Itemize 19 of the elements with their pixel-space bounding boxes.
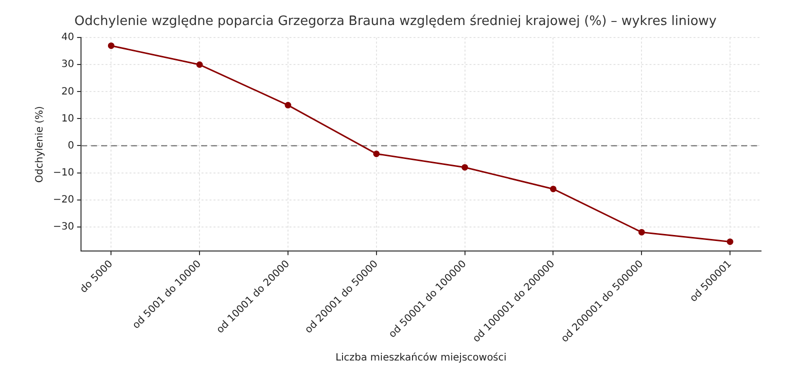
point [462,164,468,171]
point [726,238,734,245]
y-tick-label: −30 [52,221,74,232]
y-tick-label: −20 [52,194,74,206]
point [638,228,645,236]
point [108,42,114,49]
y-tick-label: 0 [68,140,74,152]
y-tick-label: 30 [61,59,74,70]
x-axis-title: Liczba mieszkańców miejscowości [336,352,507,364]
y-tick-label: −10 [52,167,74,178]
y-tick-label: 20 [61,86,74,98]
y-tick-label: 40 [61,32,74,44]
point [373,150,380,158]
chart-title: Odchylenie względne poparcia Grzegorza Brauna względem średniej krajowej (%) – wykres liniowy [74,14,717,30]
y-axis-title: Odchylenie (%) [34,106,46,183]
point [196,61,203,68]
point [550,186,556,192]
point [284,102,292,108]
y-tick-label: 10 [61,113,74,124]
